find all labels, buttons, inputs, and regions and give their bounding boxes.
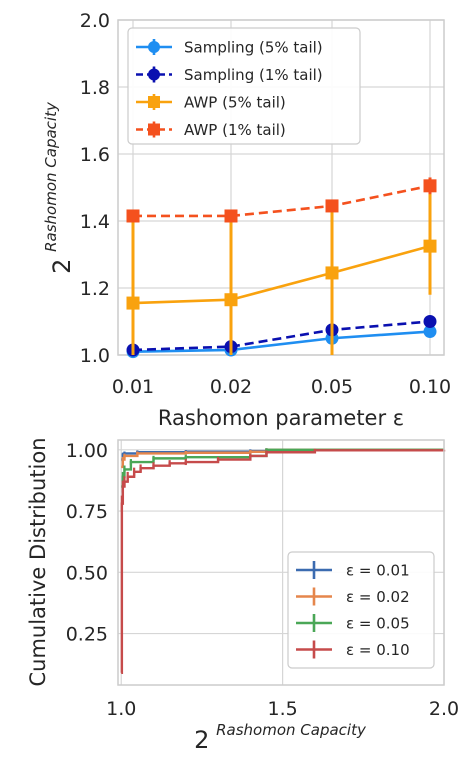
legend-entry: ε = 0.10 bbox=[296, 640, 410, 659]
top-y-axis-label: 2 Rashomon Capacity bbox=[42, 101, 76, 274]
bottom-plot-frame bbox=[117, 439, 445, 686]
legend-marker bbox=[148, 123, 160, 136]
top-x-axis-label: Rashomon parameter ε bbox=[158, 406, 404, 430]
legend-label: Sampling (5% tail) bbox=[184, 39, 323, 57]
top-y-axis-label-base: 2 bbox=[48, 259, 76, 274]
bottom-series-group bbox=[120, 448, 446, 674]
top-legend-box bbox=[127, 27, 361, 145]
series-line bbox=[133, 184, 431, 218]
svg-text:2 Rashomon Capacity: 2 Rashomon Capacity bbox=[194, 721, 367, 754]
series-line bbox=[132, 320, 431, 352]
legend-label: AWP (1% tail) bbox=[184, 121, 286, 139]
data-point bbox=[126, 296, 140, 310]
top-y-tick-label: 1.0 bbox=[80, 345, 110, 367]
legend-marker bbox=[148, 96, 160, 108]
bottom-y-axis-label: Cumulative Distribution bbox=[26, 437, 50, 686]
legend-label: ε = 0.02 bbox=[346, 588, 410, 606]
top-y-tick-label: 1.8 bbox=[80, 77, 110, 99]
bottom-legend-box bbox=[287, 551, 435, 669]
top-tick-labels: 1.0 1.2 1.4 1.6 1.8 2.0 0.01 0.02 0.05 0.10 bbox=[80, 10, 451, 398]
bottom-x-axis-label-exponent: Rashomon Capacity bbox=[216, 721, 367, 739]
top-x-tick-label: 0.10 bbox=[409, 376, 451, 398]
top-y-tick-label: 1.4 bbox=[80, 211, 110, 233]
legend-entry: Sampling (5% tail) bbox=[136, 39, 323, 57]
legend-entry: ε = 0.02 bbox=[296, 587, 410, 606]
legend-label: ε = 0.01 bbox=[346, 562, 410, 580]
series-3 bbox=[126, 177, 437, 223]
top-legend: Sampling (5% tail) Sampling (1% tail) AWP … bbox=[127, 27, 361, 145]
bottom-y-tick-label: 1.00 bbox=[66, 440, 108, 462]
bottom-y-tick-label: 0.75 bbox=[66, 501, 108, 523]
data-point bbox=[423, 179, 437, 193]
data-point bbox=[126, 209, 140, 223]
svg-text:2 Rashomon Capacity: 2 Rashomon Capacity bbox=[42, 101, 76, 274]
legend-entry: ε = 0.05 bbox=[296, 614, 410, 633]
top-x-tick-label: 0.02 bbox=[210, 376, 252, 398]
top-x-tick-label: 0.05 bbox=[311, 376, 353, 398]
data-point bbox=[325, 199, 339, 213]
top-y-tick-label: 1.2 bbox=[80, 278, 110, 300]
legend-label: AWP (5% tail) bbox=[184, 94, 286, 112]
data-point bbox=[423, 315, 437, 328]
data-point bbox=[224, 293, 238, 307]
bottom-legend: ε = 0.01 ε = 0.02 ε = 0.05 ε = 0.10 bbox=[287, 551, 435, 669]
series-line bbox=[132, 244, 431, 305]
bottom-x-tick-label: 1.0 bbox=[106, 698, 136, 720]
bottom-tick-labels: 0.25 0.50 0.75 1.00 1.0 1.5 2.0 bbox=[66, 440, 459, 720]
bottom-y-tick-label: 0.25 bbox=[66, 624, 108, 646]
legend-entry: AWP (5% tail) bbox=[136, 94, 286, 112]
data-point bbox=[423, 325, 437, 339]
legend-entry: Sampling (1% tail) bbox=[136, 66, 323, 84]
bottom-y-tick-label: 0.50 bbox=[66, 562, 108, 584]
cdf-series-3 bbox=[120, 448, 446, 674]
data-point bbox=[325, 266, 339, 280]
legend-label: ε = 0.05 bbox=[346, 615, 410, 633]
legend-marker bbox=[148, 41, 160, 53]
bottom-chart-panel: 0.25 0.50 0.75 1.00 1.0 1.5 2.0 2 Rashomon Cap… bbox=[26, 437, 459, 754]
top-chart-panel: 1.0 1.2 1.4 1.6 1.8 2.0 0.01 0.02 0.05 0.10 Rasho… bbox=[42, 10, 451, 430]
series-line bbox=[132, 330, 431, 353]
top-y-axis-label-exponent: Rashomon Capacity bbox=[42, 101, 60, 252]
legend-marker bbox=[148, 68, 160, 81]
data-point bbox=[224, 209, 238, 223]
bottom-x-tick-label: 2.0 bbox=[429, 698, 459, 720]
top-plot-frame bbox=[117, 19, 445, 356]
bottom-x-axis-label-base: 2 bbox=[194, 726, 209, 754]
legend-entry: ε = 0.01 bbox=[296, 561, 410, 580]
legend-label: ε = 0.10 bbox=[346, 641, 410, 659]
series-2 bbox=[126, 187, 437, 355]
top-x-tick-label: 0.01 bbox=[112, 376, 154, 398]
bottom-x-axis-label: 2 Rashomon Capacity bbox=[194, 721, 367, 754]
top-y-tick-label: 2.0 bbox=[80, 10, 110, 32]
legend-label: Sampling (1% tail) bbox=[184, 66, 323, 84]
bottom-x-tick-label: 1.5 bbox=[268, 698, 298, 720]
data-point bbox=[423, 239, 437, 253]
legend-entry: AWP (1% tail) bbox=[136, 121, 286, 139]
top-series-group bbox=[126, 177, 437, 359]
top-y-tick-label: 1.6 bbox=[80, 144, 110, 166]
